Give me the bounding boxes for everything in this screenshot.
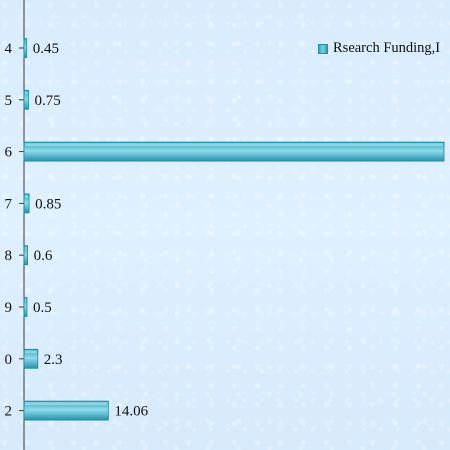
bar [23,89,29,110]
bar-highlight [25,91,28,95]
data-label: 0.85 [35,196,61,212]
y-tick-label: 8 [5,248,13,264]
y-tick-label: 6 [5,145,13,161]
bar-highlight [25,350,37,354]
bar [23,297,28,317]
legend: Rsearch Funding,I [318,40,440,57]
y-tick-label: 7 [5,196,13,212]
bar [23,400,109,421]
bar-highlight [25,143,443,147]
data-label: 0.75 [35,93,61,109]
bar-highlight [25,298,26,302]
bar-highlight [25,39,26,43]
data-label: 0.5 [33,300,52,316]
legend-label: Rsearch Funding,I [333,40,441,56]
y-tick-label: 5 [5,93,13,109]
bar [23,193,30,214]
data-label: 14.06 [114,404,148,420]
y-tick-label: 2 [5,404,13,420]
bar-highlight [25,402,108,406]
y-tick-label: 4 [5,41,13,57]
data-label: 0.45 [33,41,59,57]
bar [23,348,39,369]
y-tick-label: 9 [5,300,13,316]
bar [23,38,28,58]
bar [23,141,445,162]
bar-highlight [25,246,27,250]
data-label: 2.3 [44,352,63,368]
bar-highlight [25,194,29,198]
bar [23,245,28,266]
y-tick-label: 0 [5,352,13,368]
data-label: 0.6 [34,248,53,264]
legend-swatch-icon [318,43,328,54]
